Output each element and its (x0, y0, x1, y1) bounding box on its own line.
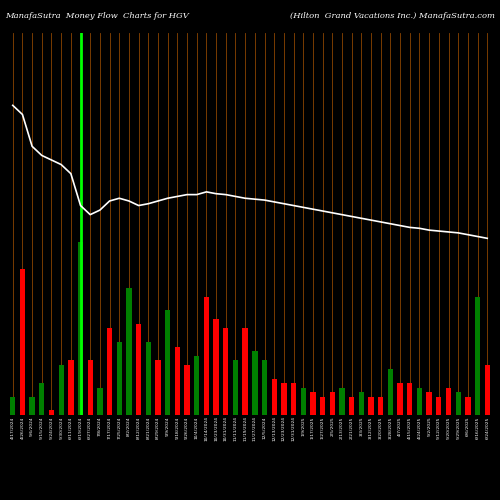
Bar (242, 328, 248, 415)
Bar (426, 392, 432, 415)
Bar (407, 383, 412, 415)
Bar (417, 388, 422, 415)
Text: ManafaSutra  Money Flow  Charts for HGV: ManafaSutra Money Flow Charts for HGV (5, 12, 189, 20)
Bar (146, 342, 151, 415)
Text: (Hilton  Grand Vacations Inc.) ManafaSutra.com: (Hilton Grand Vacations Inc.) ManafaSutr… (290, 12, 495, 20)
Bar (300, 388, 306, 415)
Bar (398, 383, 403, 415)
Bar (194, 356, 200, 415)
Bar (281, 383, 286, 415)
Bar (465, 397, 470, 415)
Bar (446, 388, 451, 415)
Bar (358, 392, 364, 415)
Bar (378, 397, 384, 415)
Bar (156, 360, 160, 415)
Bar (184, 365, 190, 415)
Bar (204, 296, 209, 415)
Bar (30, 397, 35, 415)
Bar (272, 378, 277, 415)
Bar (78, 242, 83, 415)
Bar (174, 346, 180, 415)
Bar (330, 392, 335, 415)
Bar (320, 397, 326, 415)
Bar (484, 365, 490, 415)
Bar (223, 328, 228, 415)
Bar (136, 324, 141, 415)
Bar (475, 296, 480, 415)
Bar (456, 392, 461, 415)
Bar (88, 360, 93, 415)
Bar (39, 383, 44, 415)
Bar (116, 342, 122, 415)
Bar (262, 360, 267, 415)
Bar (214, 320, 219, 415)
Bar (165, 310, 170, 415)
Bar (107, 328, 112, 415)
Bar (97, 388, 102, 415)
Bar (233, 360, 238, 415)
Bar (340, 388, 344, 415)
Bar (310, 392, 316, 415)
Bar (58, 365, 64, 415)
Bar (291, 383, 296, 415)
Bar (436, 397, 442, 415)
Bar (10, 397, 16, 415)
Bar (388, 370, 393, 415)
Bar (126, 288, 132, 415)
Bar (20, 270, 25, 415)
Bar (368, 397, 374, 415)
Bar (349, 397, 354, 415)
Bar (252, 351, 258, 415)
Bar (68, 360, 73, 415)
Bar (49, 410, 54, 415)
